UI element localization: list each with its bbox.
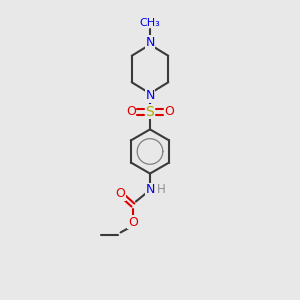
Text: O: O (128, 216, 138, 229)
Text: CH₃: CH₃ (140, 18, 160, 28)
Text: S: S (146, 105, 154, 119)
Text: O: O (126, 105, 136, 118)
Text: O: O (164, 105, 174, 118)
Text: N: N (145, 183, 155, 196)
Text: N: N (145, 36, 155, 49)
Text: H: H (157, 183, 166, 196)
Text: N: N (145, 89, 155, 102)
Text: O: O (116, 188, 125, 200)
